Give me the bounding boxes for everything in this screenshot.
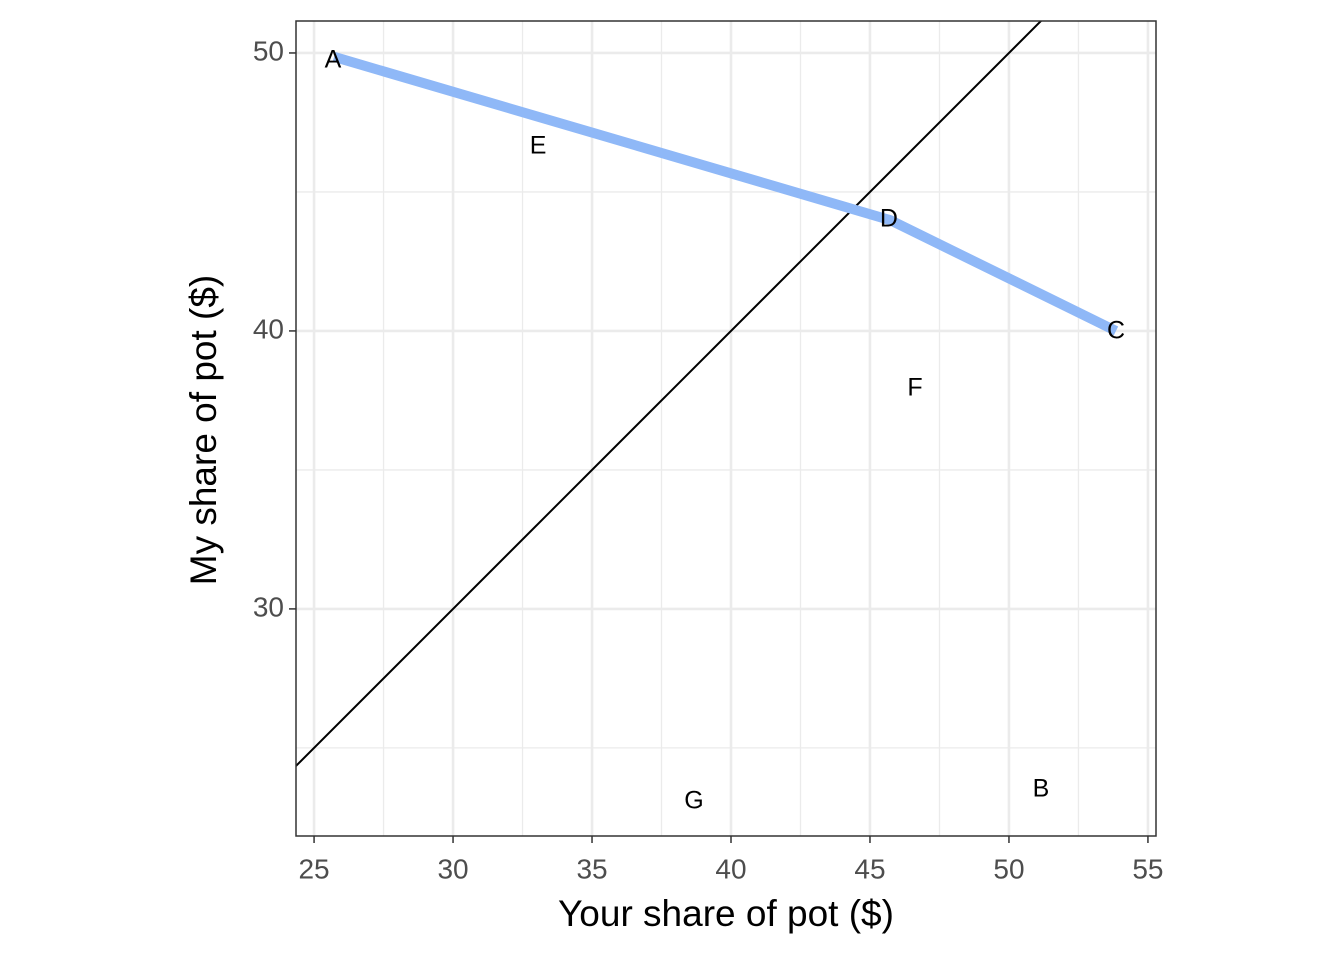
x-tick-label: 30 bbox=[437, 853, 468, 884]
point-label: B bbox=[1033, 774, 1050, 802]
x-tick-label: 55 bbox=[1132, 853, 1163, 884]
point-label: E bbox=[530, 132, 547, 160]
point-label: A bbox=[325, 46, 342, 74]
reference-line bbox=[296, 21, 1043, 767]
y-axis-title: My share of pot ($) bbox=[183, 275, 224, 586]
y-tick-label: 50 bbox=[253, 35, 284, 66]
x-tick-label: 50 bbox=[993, 853, 1024, 884]
x-tick-label: 45 bbox=[854, 853, 885, 884]
y-tick-label: 30 bbox=[253, 591, 284, 622]
panel-border bbox=[295, 20, 1157, 837]
point-label: C bbox=[1107, 316, 1125, 344]
x-tick-label: 40 bbox=[715, 853, 746, 884]
x-tick-label: 25 bbox=[298, 853, 329, 884]
curve bbox=[332, 52, 1119, 336]
x-tick-label: 35 bbox=[576, 853, 607, 884]
x-axis-title: Your share of pot ($) bbox=[558, 893, 894, 934]
point-label: F bbox=[907, 374, 922, 402]
plot-panel: A B C D E F G bbox=[296, 21, 1156, 836]
point-label: D bbox=[880, 205, 898, 233]
point-label: G bbox=[684, 786, 703, 814]
y-tick-label: 40 bbox=[253, 313, 284, 344]
